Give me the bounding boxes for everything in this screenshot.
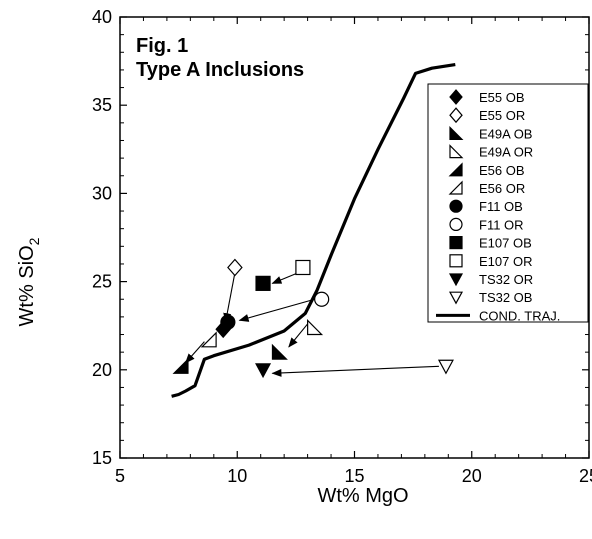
trajectory-line [171, 63, 456, 398]
legend-marker [449, 144, 464, 159]
x-tick-label: 10 [227, 466, 247, 486]
chart-title: Fig. 1 [136, 35, 188, 57]
legend-marker [448, 162, 463, 177]
y-tick-label: 25 [92, 272, 112, 292]
x-axis-label: Wt% MgO [317, 485, 408, 507]
arrow [271, 365, 439, 377]
legend-label: COND. TRAJ. [479, 308, 560, 323]
condensation-trajectory [171, 63, 456, 398]
arrow [184, 341, 205, 364]
arrow [238, 298, 315, 322]
legend-label: TS32 OR [479, 272, 533, 287]
data-point [255, 275, 271, 291]
legend-marker [448, 180, 463, 195]
legend-label: F11 OB [479, 199, 523, 214]
legend-marker [449, 236, 463, 250]
y-tick-label: 30 [92, 183, 112, 203]
legend-label: E107 OB [479, 236, 532, 251]
legend-marker [449, 125, 464, 140]
legend-label: E49A OB [479, 126, 532, 141]
arrow [223, 272, 236, 324]
y-tick-label: 35 [92, 95, 112, 115]
data-point [200, 331, 217, 348]
legend-marker [448, 291, 464, 305]
data-point [271, 343, 288, 360]
legend-marker [449, 199, 463, 213]
x-tick-label: 25 [579, 466, 592, 486]
legend-marker [449, 254, 463, 268]
y-tick-label: 20 [92, 360, 112, 380]
x-tick-label: 20 [462, 466, 482, 486]
legend-marker [448, 273, 464, 287]
y-tick-label: 40 [92, 7, 112, 27]
legend-label: E56 OB [479, 163, 525, 178]
legend-marker [449, 89, 463, 105]
legend-label: TS32 OB [479, 290, 532, 305]
legend-label: E55 OR [479, 108, 525, 123]
legend-label: E107 OR [479, 254, 532, 269]
data-point [255, 363, 272, 379]
data-point [437, 359, 454, 375]
y-tick-label: 15 [92, 448, 112, 468]
x-tick-label: 5 [115, 466, 125, 486]
legend-label: E49A OR [479, 145, 533, 160]
arrow [288, 323, 309, 348]
chart-subtitle: Type A Inclusions [136, 59, 304, 81]
arrow [271, 272, 299, 284]
legend-label: E55 OB [479, 90, 525, 105]
data-point [220, 314, 236, 330]
data-point [295, 259, 311, 276]
data-points [172, 258, 454, 379]
plot-axes: 5 10 15 20 25 15 20 25 30 35 40 [92, 7, 592, 486]
x-tick-label: 15 [344, 466, 364, 486]
data-point [314, 291, 330, 307]
legend-label: F11 OR [479, 217, 524, 232]
arrows [184, 272, 439, 377]
legend-marker [449, 107, 463, 124]
data-point [227, 258, 243, 277]
data-point [172, 357, 189, 374]
legend-label: E56 OR [479, 181, 525, 196]
legend-marker [449, 217, 463, 231]
legend: E55 OB E55 OR E49A OB E49A OR E56 OB E56 OR F1… [427, 83, 589, 323]
data-point [307, 319, 324, 336]
y-axis-label: Wt% SiO2 [16, 237, 42, 326]
